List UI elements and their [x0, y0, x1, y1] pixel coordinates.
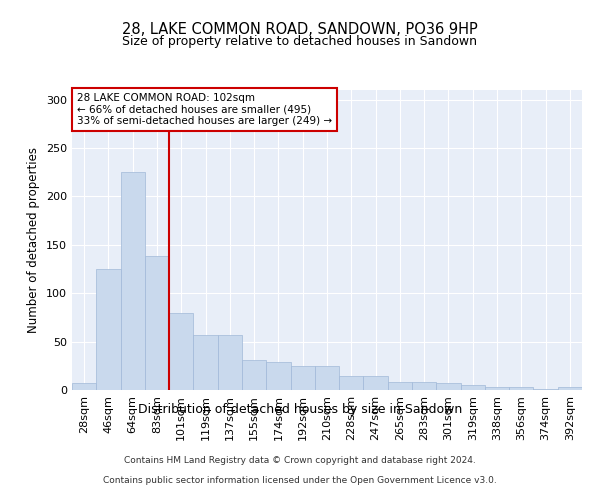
Text: Size of property relative to detached houses in Sandown: Size of property relative to detached ho…: [122, 35, 478, 48]
Text: Contains public sector information licensed under the Open Government Licence v3: Contains public sector information licen…: [103, 476, 497, 485]
Bar: [461, 385, 485, 390]
Bar: [388, 382, 412, 390]
Text: Distribution of detached houses by size in Sandown: Distribution of detached houses by size …: [138, 402, 462, 415]
Bar: [436, 383, 461, 390]
Y-axis label: Number of detached properties: Number of detached properties: [28, 147, 40, 333]
Bar: [290, 366, 315, 390]
Bar: [266, 362, 290, 390]
Bar: [485, 387, 509, 390]
Bar: [364, 376, 388, 390]
Bar: [193, 335, 218, 390]
Bar: [315, 366, 339, 390]
Bar: [533, 389, 558, 390]
Bar: [121, 172, 145, 390]
Bar: [509, 387, 533, 390]
Bar: [96, 269, 121, 390]
Bar: [169, 312, 193, 390]
Bar: [72, 383, 96, 390]
Text: Contains HM Land Registry data © Crown copyright and database right 2024.: Contains HM Land Registry data © Crown c…: [124, 456, 476, 465]
Bar: [558, 387, 582, 390]
Bar: [218, 335, 242, 390]
Bar: [412, 382, 436, 390]
Text: 28, LAKE COMMON ROAD, SANDOWN, PO36 9HP: 28, LAKE COMMON ROAD, SANDOWN, PO36 9HP: [122, 22, 478, 38]
Bar: [339, 376, 364, 390]
Bar: [145, 256, 169, 390]
Bar: [242, 360, 266, 390]
Text: 28 LAKE COMMON ROAD: 102sqm
← 66% of detached houses are smaller (495)
33% of se: 28 LAKE COMMON ROAD: 102sqm ← 66% of det…: [77, 93, 332, 126]
